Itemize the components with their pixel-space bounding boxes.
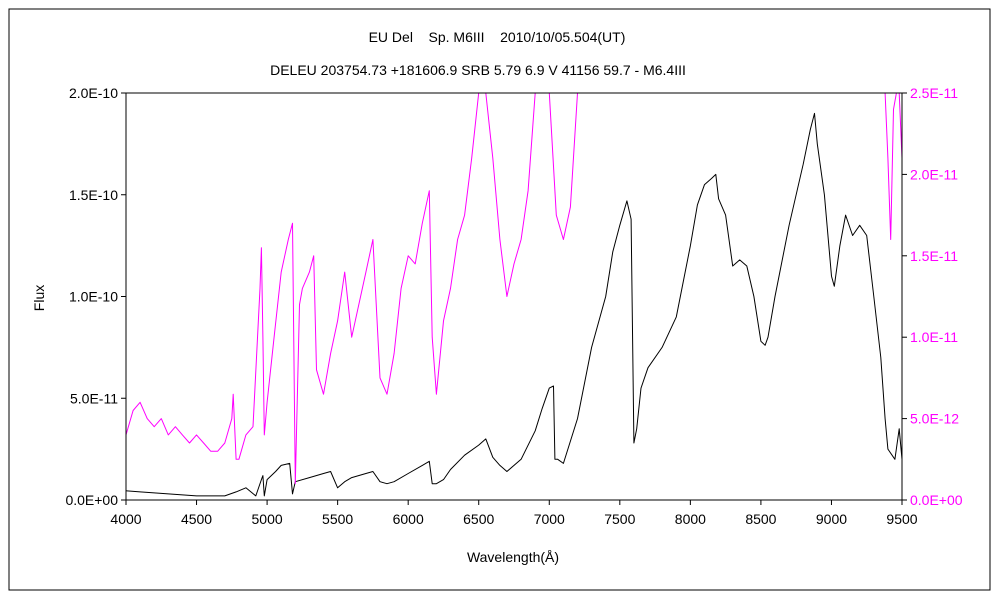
x-tick-label: 5500 (322, 511, 353, 527)
y-tick-label: 0.0E+00 (65, 492, 118, 508)
y-tick-label: 1.5E-10 (69, 187, 118, 203)
series-line-0-left-axis (126, 112, 902, 497)
x-tick-label: 9500 (886, 511, 917, 527)
chart-title: EU Del Sp. M6III 2010/10/05.504(UT) (369, 29, 626, 45)
y2-tick-label: 2.0E-11 (910, 166, 958, 182)
x-axis-label: Wavelength(Å) (467, 549, 559, 565)
y2-tick-label: 2.5E-11 (910, 85, 958, 101)
y2-tick-label: 5.0E-12 (910, 411, 959, 427)
y-tick-label: 5.0E-11 (70, 390, 118, 406)
plot-area (126, 93, 902, 497)
x-tick-label: 6000 (393, 511, 424, 527)
y2-tick-label: 0.0E+00 (910, 492, 963, 508)
y2-tick-label: 1.5E-11 (910, 248, 958, 264)
axes: 4000 4500 5000 5500 6000 6500 7000 7500 8000 8500… (65, 85, 962, 527)
x-tick-label: 6500 (463, 511, 494, 527)
chart-border (8, 8, 991, 591)
x-tick-label: 4000 (110, 511, 141, 527)
x-tick-label: 4500 (181, 511, 212, 527)
chart-subtitle: DELEU 203754.73 +181606.9 SRB 5.79 6.9 V… (270, 62, 686, 78)
x-tick-label: 5000 (252, 511, 283, 527)
x-tick-label: 9000 (816, 511, 847, 527)
series-line-2-right-axis (884, 93, 902, 240)
y-axis-label: Flux (31, 285, 47, 311)
series-line-1-right-axis (126, 93, 586, 485)
x-tick-label: 7000 (534, 511, 565, 527)
x-tick-label: 7500 (604, 511, 635, 527)
y-tick-label: 1.0E-10 (69, 289, 118, 305)
y-tick-label: 2.0E-10 (69, 85, 118, 101)
x-tick-label: 8500 (745, 511, 776, 527)
y2-tick-label: 1.0E-11 (910, 329, 958, 345)
x-tick-label: 8000 (675, 511, 706, 527)
